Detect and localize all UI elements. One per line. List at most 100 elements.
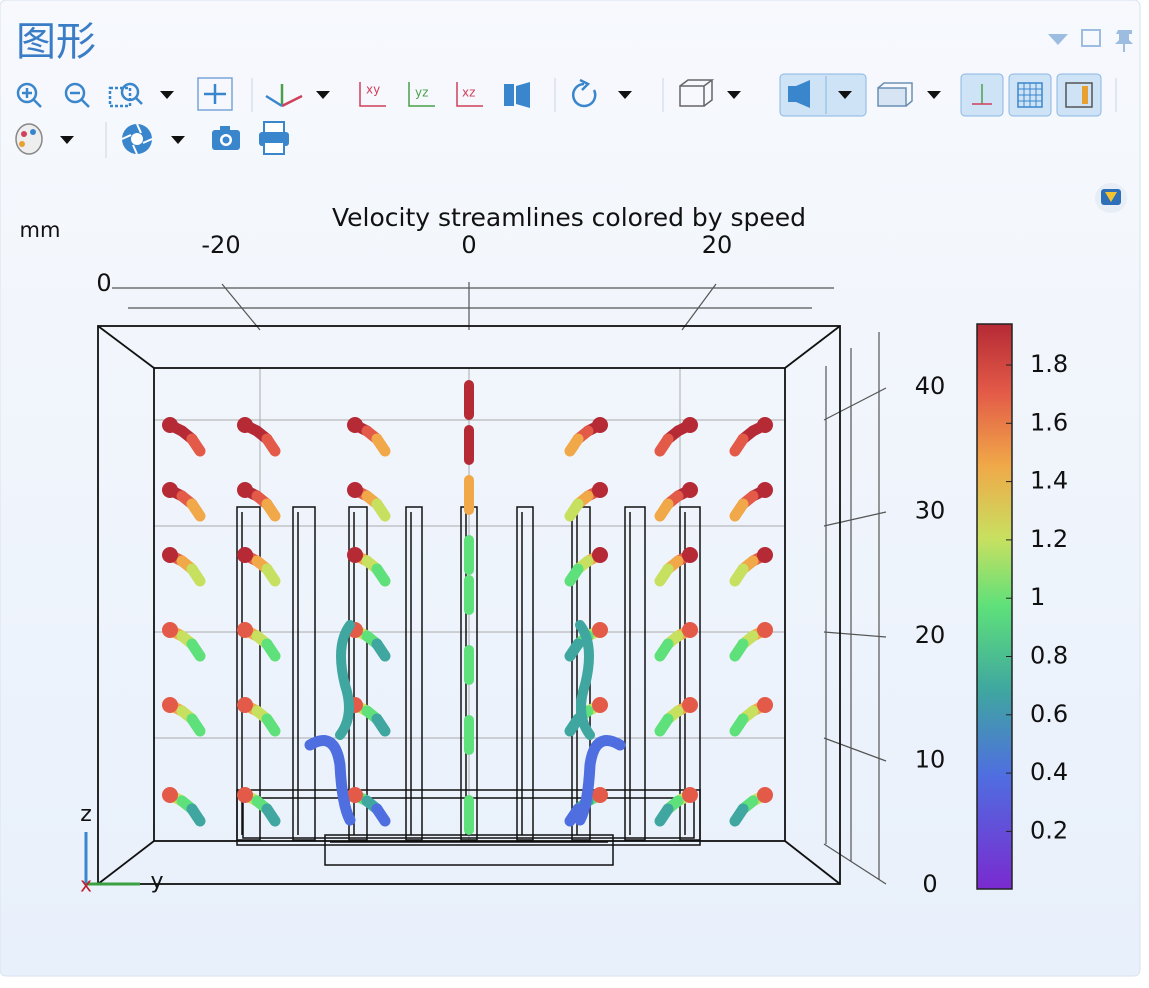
colorbar-tick-label: 0.8 — [1030, 642, 1068, 670]
zoom-out[interactable] — [64, 82, 90, 108]
x-tick-label: -20 — [201, 231, 240, 259]
streamline-segment — [186, 803, 206, 827]
streamline-segment — [654, 498, 674, 522]
triad-label: y — [150, 869, 163, 894]
dropdown[interactable] — [927, 91, 941, 99]
axis-triad: z y x — [80, 802, 163, 897]
image-snapshot[interactable] — [212, 126, 240, 150]
streamline-segment — [564, 713, 584, 737]
colorbar-tick-label: 1.2 — [1030, 525, 1068, 553]
streamline-seed — [592, 547, 608, 563]
streamline-seed — [592, 482, 608, 498]
streamline-seed — [682, 787, 698, 803]
print[interactable] — [259, 121, 289, 155]
view-label: xz — [462, 86, 475, 100]
streamline-segment — [371, 713, 391, 737]
heat-sink — [236, 506, 701, 866]
z-tick-label: 30 — [915, 497, 946, 525]
fin — [292, 506, 316, 841]
x-tick-label: 20 — [702, 231, 733, 259]
dropdown[interactable] — [60, 136, 74, 144]
streamline-segment — [654, 638, 674, 662]
color-palette[interactable] — [15, 123, 43, 155]
colorbar-tick-label: 1.4 — [1030, 467, 1068, 495]
streamline-seed — [757, 787, 773, 803]
colorbar — [976, 323, 1013, 890]
streamline-seed — [237, 697, 253, 713]
streamline-segment — [564, 433, 584, 457]
streamline-segment — [729, 638, 749, 662]
view-yz[interactable]: yz — [408, 82, 435, 107]
axis-frame — [112, 282, 887, 885]
streamline-seed — [237, 547, 253, 563]
streamline-seed — [757, 622, 773, 638]
streamline-segment — [371, 803, 391, 827]
streamline-vortex — [304, 735, 356, 826]
pin-button[interactable] — [1115, 30, 1133, 52]
dropdown[interactable] — [171, 136, 185, 144]
colorbar-tick-label: 1 — [1030, 583, 1045, 611]
streamline-segment — [564, 638, 584, 662]
fin — [348, 506, 368, 841]
view-icon[interactable] — [1095, 183, 1127, 213]
show-grid[interactable] — [1008, 73, 1052, 117]
dropdown[interactable] — [316, 91, 330, 99]
streamline-seed — [592, 622, 608, 638]
streamline-seed — [757, 697, 773, 713]
streamline-segment — [654, 563, 674, 587]
render[interactable] — [121, 123, 153, 155]
streamline-segment — [186, 433, 206, 457]
streamline-segment — [564, 803, 584, 827]
dropdown[interactable] — [727, 91, 741, 99]
view-label: yz — [415, 86, 428, 100]
light-toggle[interactable] — [779, 73, 867, 117]
streamline-segment — [186, 638, 206, 662]
domain-box — [97, 325, 841, 885]
streamline-seed — [757, 547, 773, 563]
wireframe[interactable] — [877, 82, 913, 107]
show-axes[interactable] — [960, 73, 1004, 117]
default-view[interactable] — [265, 84, 303, 108]
fin — [236, 506, 261, 841]
zoom-box[interactable] — [108, 82, 143, 108]
streamline-seed — [237, 622, 253, 638]
colorbar-tick-label: 1.6 — [1030, 408, 1068, 436]
panel-title: 图形 — [16, 19, 96, 65]
toolbar-row-2 — [15, 121, 289, 158]
transparency[interactable] — [679, 79, 715, 107]
dropdown[interactable] — [618, 91, 632, 99]
dropdown[interactable] — [160, 91, 174, 99]
streamline-seed — [162, 417, 178, 433]
plot-title: Velocity streamlines colored by speed — [332, 203, 806, 232]
colorbar-tick-label: 0.6 — [1030, 700, 1068, 728]
streamline-seed — [237, 787, 253, 803]
streamline-segment — [371, 433, 391, 457]
streamline-segment — [729, 803, 749, 827]
z-tick-label: 20 — [915, 621, 946, 649]
streamline-seed — [757, 482, 773, 498]
streamline-segment — [729, 498, 749, 522]
menu-button[interactable] — [1048, 34, 1068, 45]
streamline-seed — [592, 417, 608, 433]
streamline-segment — [186, 498, 206, 522]
streamline-segment — [564, 498, 584, 522]
streamline-segment — [654, 713, 674, 737]
view-xy[interactable]: xy — [359, 82, 386, 107]
colorbar-tick-label: 0.2 — [1030, 816, 1068, 844]
zoom-extents[interactable] — [197, 77, 233, 111]
scene-light[interactable] — [504, 82, 530, 108]
show-legends[interactable] — [1056, 73, 1102, 117]
maximize-button[interactable] — [1081, 29, 1101, 47]
colorbar-tick-label: 1.8 — [1030, 350, 1068, 378]
window-controls[interactable] — [1048, 29, 1133, 52]
streamline-segment — [371, 498, 391, 522]
rotate[interactable] — [571, 78, 597, 108]
streamline-seed — [757, 417, 773, 433]
view-xz[interactable]: xz — [456, 82, 483, 107]
z-tick-label: 40 — [915, 372, 946, 400]
streamline-segment — [261, 563, 281, 587]
x-tick-label: 0 — [461, 231, 476, 259]
streamline-seed — [682, 417, 698, 433]
zoom-in[interactable] — [16, 82, 42, 108]
